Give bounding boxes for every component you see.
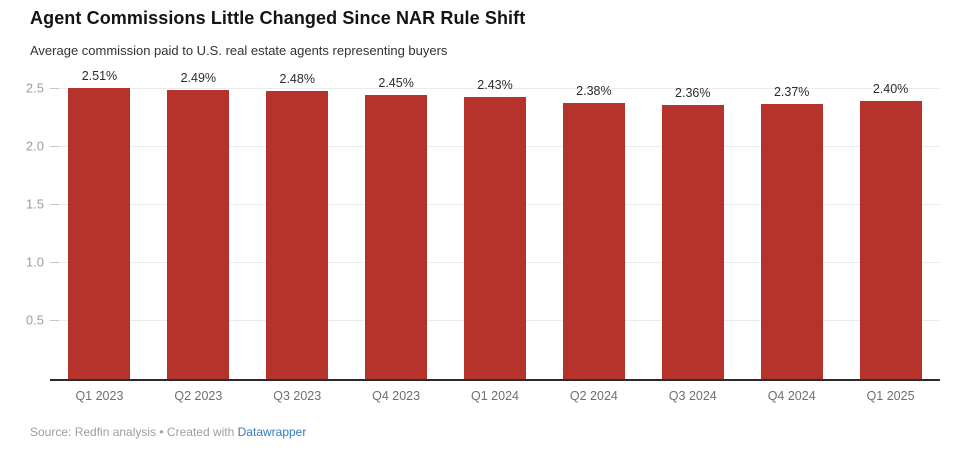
bar-slot: 2.40% [841, 82, 940, 379]
y-tick-mark [50, 320, 59, 321]
x-axis-label: Q3 2024 [668, 389, 717, 403]
x-axis-label: Q2 2023 [174, 389, 223, 403]
bar-value-label: 2.43% [477, 78, 513, 93]
bar-value-label: 2.40% [872, 81, 909, 96]
bar-value-label: 2.36% [675, 86, 711, 101]
y-tick-mark [50, 146, 59, 147]
bars-layer: 2.51% 2.49% 2.48% 2.45% 2.43% 2.38% 2.36% 2.37%… [50, 69, 940, 379]
y-tick-label: 1.5 [25, 196, 44, 212]
bar-value-label: 2.49% [180, 71, 217, 86]
bar-slot: 2.38% [544, 84, 643, 379]
datawrapper-link[interactable]: Datawrapper [237, 425, 307, 439]
bar-slot: 2.51% [50, 69, 149, 379]
bar-Q1 2025: 2.40% [859, 82, 922, 379]
x-axis-label: Q4 2023 [372, 389, 421, 403]
bar-Q1 2024: 2.43% [464, 78, 526, 379]
bar-Q4 2024: 2.37% [760, 85, 823, 379]
bar-Q3 2023: 2.48% [266, 72, 329, 379]
bar-value-label: 2.45% [378, 75, 414, 90]
x-axis-label: Q2 2024 [569, 389, 618, 403]
x-axis-label: Q1 2024 [471, 389, 519, 403]
bar-Q2 2023: 2.49% [167, 71, 230, 379]
bar-Q1 2023: 2.51% [68, 69, 131, 379]
bar-slot: 2.49% [149, 71, 248, 379]
bar-slot: 2.45% [347, 76, 446, 379]
y-tick-mark [50, 88, 59, 89]
gridline-2.5: 2.5 [26, 81, 940, 96]
x-axis-label: Q1 2023 [75, 389, 124, 403]
bar-Q3 2024: 2.36% [661, 86, 724, 379]
y-tick-label: 1.0 [25, 254, 44, 270]
bar-value-label: 2.38% [576, 83, 612, 98]
bar-slot: 2.37% [742, 85, 841, 379]
bar-value-label: 2.48% [279, 72, 315, 87]
bar-slot: 2.36% [643, 86, 742, 379]
y-tick-mark [50, 204, 59, 205]
x-axis-label: Q1 2025 [866, 389, 915, 403]
bar-chart-plot-area: 0.5 1.0 1.5 2.0 2.5 2.51% 2.49% 2.48% 2.45% 2.43… [26, 69, 940, 381]
bar-Q4 2023: 2.45% [365, 76, 428, 379]
y-tick-label: 2.5 [25, 80, 44, 96]
bar-slot: 2.48% [248, 72, 347, 379]
source-text: Source: Redfin analysis • Created with [30, 425, 238, 439]
y-tick-label: 2.0 [25, 138, 44, 154]
x-axis-label: Q3 2023 [273, 389, 322, 403]
bar-slot: 2.43% [446, 78, 545, 379]
bar-value-label: 2.51% [81, 68, 118, 83]
y-tick-mark [50, 262, 59, 263]
chart-subtitle: Average commission paid to U.S. real est… [30, 43, 448, 58]
chart-title: Agent Commissions Little Changed Since N… [30, 8, 526, 28]
x-axis-labels: Q1 2023 Q2 2023 Q3 2023 Q4 2023 Q1 2024 Q2 20… [50, 389, 940, 403]
x-axis-label: Q4 2024 [767, 389, 816, 403]
bar-Q2 2024: 2.38% [562, 84, 625, 379]
bar-value-label: 2.37% [773, 85, 810, 100]
y-tick-label: 0.5 [25, 312, 44, 328]
source-attribution: Source: Redfin analysis • Created with D… [30, 425, 306, 439]
